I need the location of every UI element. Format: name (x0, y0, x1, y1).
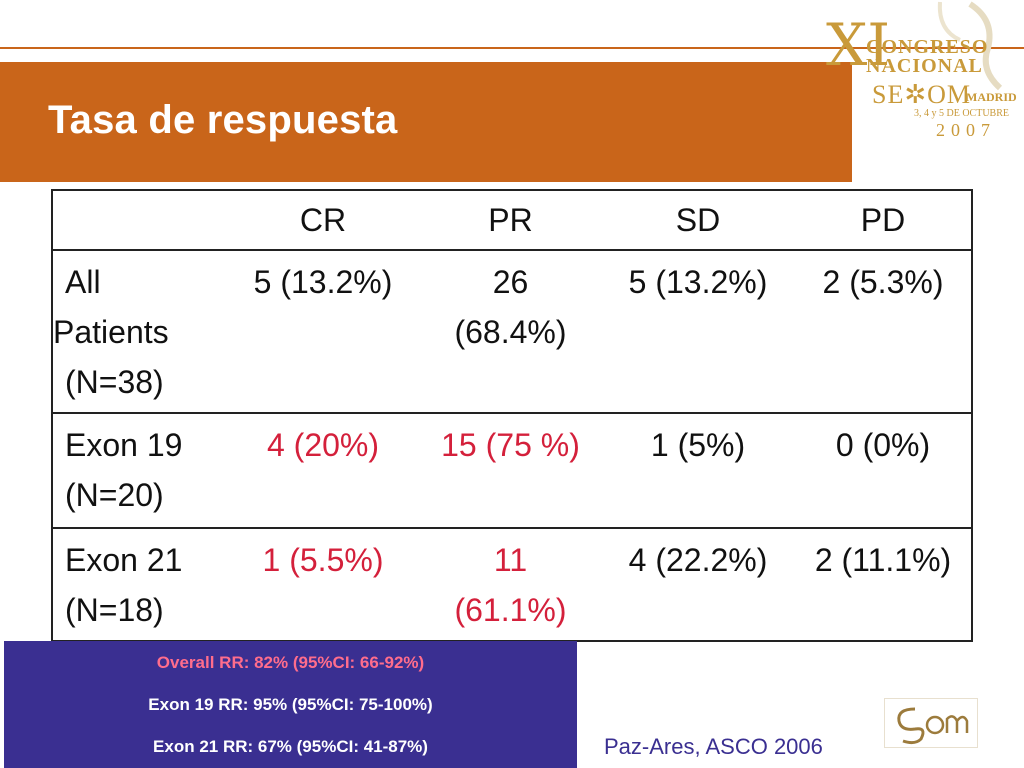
top-rule (0, 47, 1024, 49)
seom-logo-icon (884, 698, 978, 748)
table-header-row: CR PR SD PD (53, 191, 971, 249)
header-cell-cr: CR (299, 202, 347, 238)
cell-pr: 11 (61.1%) (418, 529, 603, 635)
table-row: Exon 21 (N=18) 1 (5.5%) 11 (61.1%) 4 (22… (53, 527, 971, 642)
summary-overall: Overall RR: 82% (95%CI: 66-92%) (156, 653, 425, 672)
cell-sd: 1 (5%) (650, 427, 746, 463)
row-label-line: (N=18) (65, 592, 164, 628)
header-cell-pr: PR (488, 202, 533, 238)
citation: Paz-Ares, ASCO 2006 (604, 734, 823, 759)
logo-swirl-icon (937, 1, 1003, 91)
cell-pr-line: (68.4%) (454, 314, 567, 350)
logo-year: 2007 (936, 120, 996, 140)
row-label-line: (N=38) (65, 364, 164, 400)
row-label: Exon 19 (N=20) (53, 414, 213, 520)
cell-cr: 5 (13.2%) (253, 264, 393, 300)
logo-brand: SE✲OM (872, 80, 972, 109)
row-label-line: (N=20) (65, 477, 164, 513)
row-label-line: All (65, 264, 101, 300)
cell-pd: 2 (5.3%) (822, 264, 944, 300)
table-row: Exon 19 (N=20) 4 (20%) 15 (75 %) 1 (5%) … (53, 412, 971, 527)
summary-exon19: Exon 19 RR: 95% (95%CI: 75-100%) (148, 695, 433, 714)
logo-numeral: XI (826, 11, 891, 79)
slide-title: Tasa de respuesta (48, 98, 398, 142)
congress-logo: XI CONGRESO NACIONAL SE✲OM MADRID 3, 4 y… (820, 0, 1024, 160)
cell-sd: 4 (22.2%) (628, 542, 768, 578)
row-label-line: Exon 21 (65, 542, 183, 578)
cell-pr: 15 (75 %) (418, 414, 603, 470)
summary-box: Overall RR: 82% (95%CI: 66-92%) Exon 19 … (4, 641, 577, 768)
row-label: All Patients (N=38) (53, 251, 213, 407)
cell-cr: 1 (5.5%) (262, 542, 384, 578)
header-cell-pd: PD (860, 202, 906, 238)
title-bar (0, 62, 852, 182)
row-label: Exon 21 (N=18) (53, 529, 213, 635)
cell-pd: 2 (11.1%) (814, 542, 952, 578)
cell-sd: 5 (13.2%) (628, 264, 768, 300)
header-cell-sd: SD (675, 202, 721, 238)
logo-line1: CONGRESO (866, 36, 989, 58)
cell-pd: 0 (0%) (835, 427, 931, 463)
cell-pr: 26 (68.4%) (418, 251, 603, 357)
logo-city: MADRID (966, 90, 1017, 104)
cell-pr-line: 11 (493, 542, 528, 578)
row-label-line: Exon 19 (65, 427, 183, 463)
logo-dates: 3, 4 y 5 DE OCTUBRE (914, 108, 1009, 119)
cell-pr-line: (61.1%) (454, 592, 567, 628)
row-label-line: Patients (53, 314, 169, 350)
table-row: All Patients (N=38) 5 (13.2%) 26 (68.4%)… (53, 249, 971, 412)
cell-pr-line: 26 (492, 264, 529, 300)
summary-exon21: Exon 21 RR: 67% (95%CI: 41-87%) (153, 737, 428, 756)
cell-cr: 4 (20%) (266, 427, 380, 463)
cell-pr-line: 15 (75 %) (441, 427, 580, 463)
response-table: CR PR SD PD All Patients (N=38) 5 (13.2%… (51, 189, 973, 642)
logo-line2: NACIONAL (866, 55, 983, 77)
